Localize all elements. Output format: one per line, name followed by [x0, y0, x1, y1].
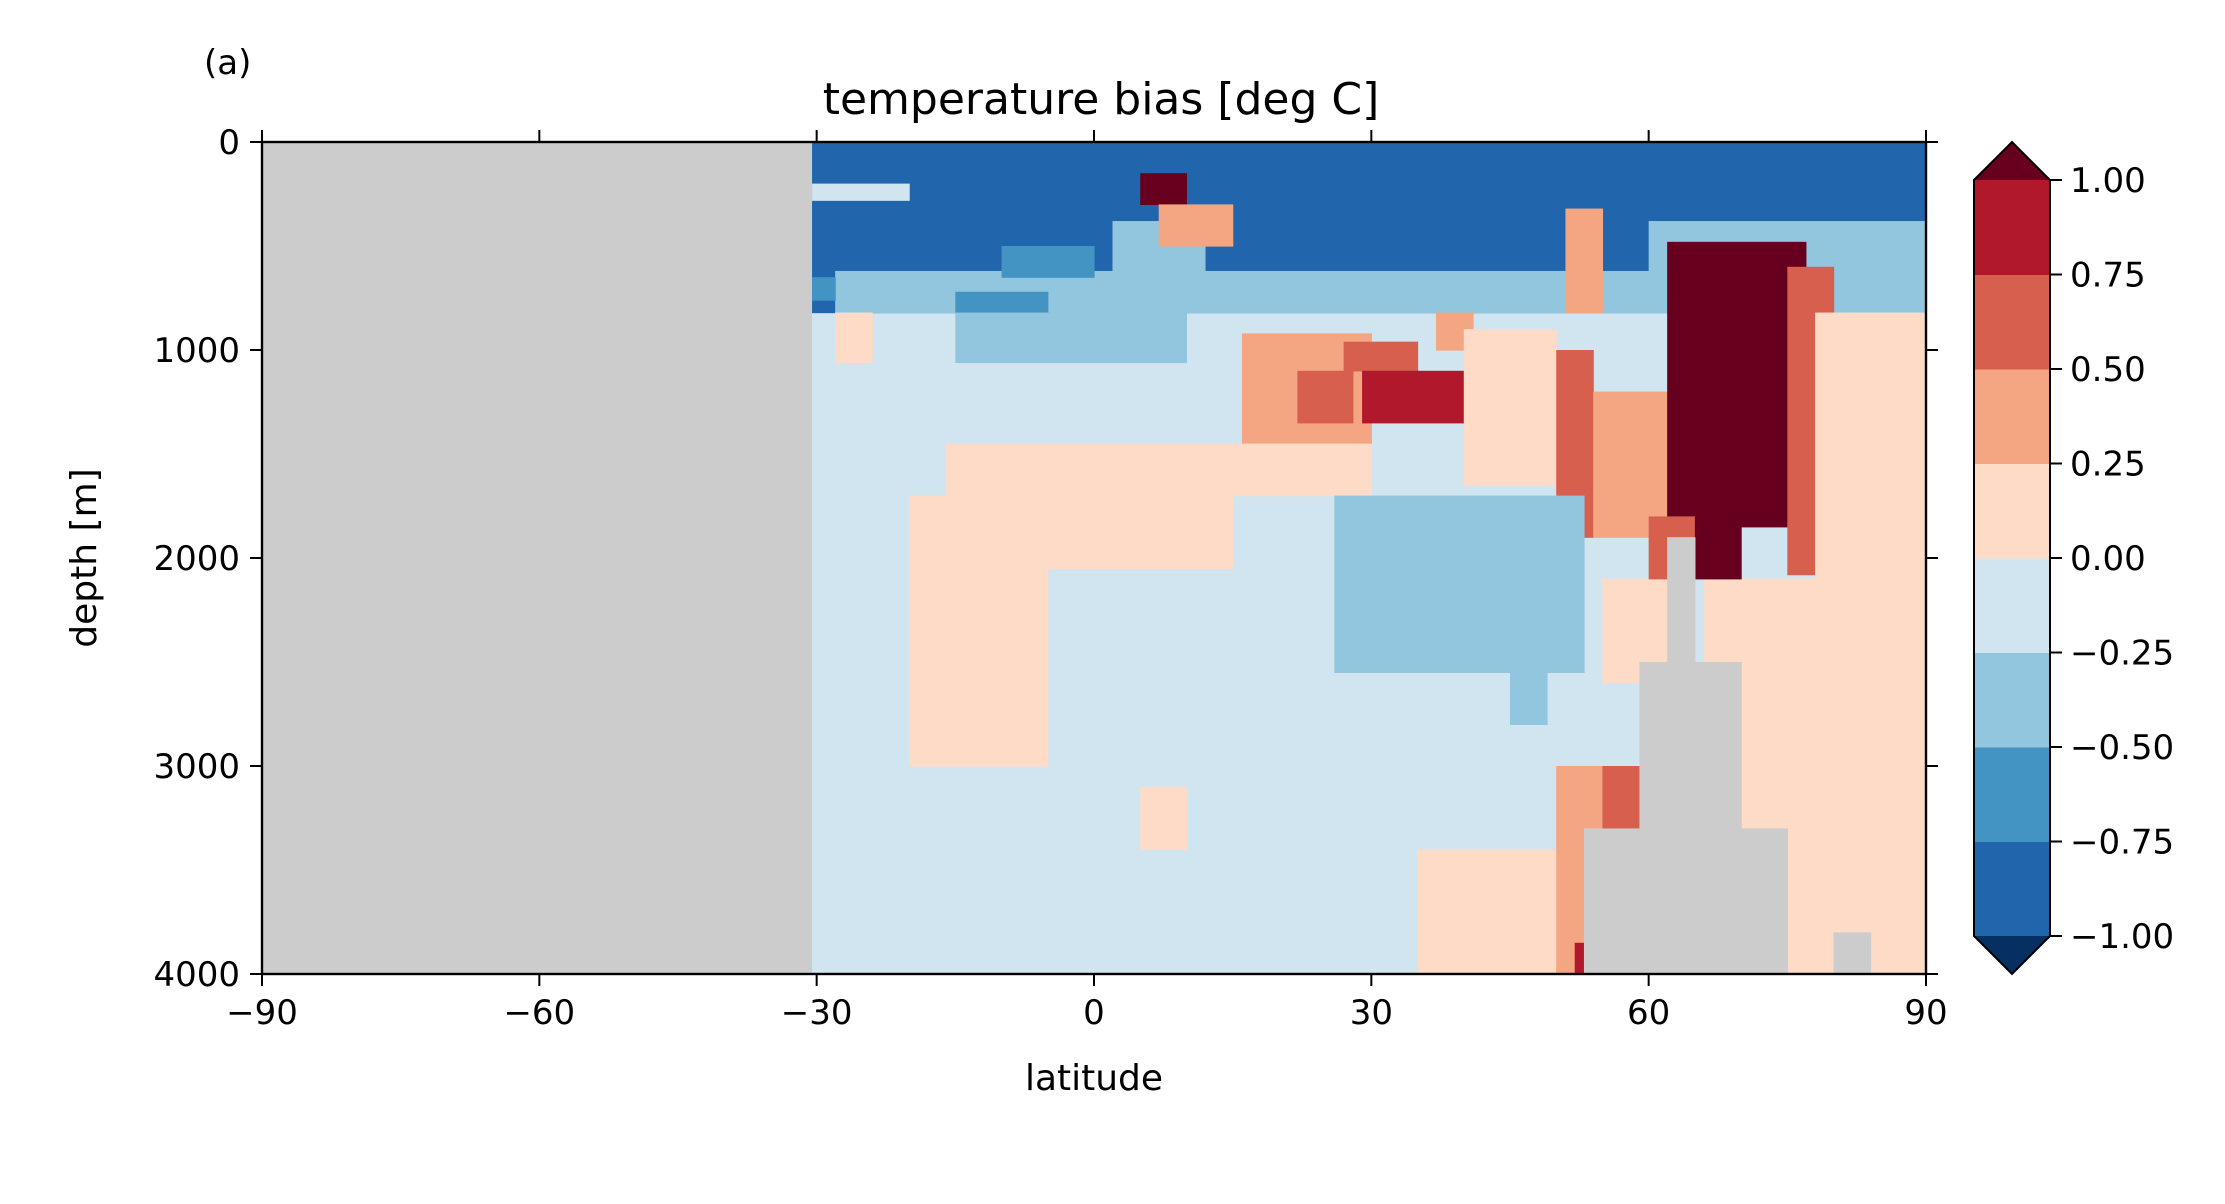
land-mask-cell [1833, 932, 1872, 974]
colorbar-tick-label: −0.75 [2070, 823, 2174, 863]
panel-label: (a) [204, 43, 251, 83]
x-tick-label: 60 [1627, 993, 1670, 1033]
y-tick-label: 4000 [153, 955, 240, 995]
x-tick-label: −30 [781, 993, 853, 1033]
bias-cell [1297, 370, 1354, 424]
colorbar-tick-label: −0.25 [2070, 634, 2174, 674]
bias-cell [1667, 241, 1807, 528]
colorbar-segment [1974, 274, 2050, 370]
bias-cell [1047, 495, 1234, 569]
plot-area [262, 142, 1926, 974]
colorbar-segment [1974, 747, 2050, 842]
colorbar-tick-label: 0.25 [2070, 445, 2146, 485]
bias-cell [812, 277, 836, 301]
colorbar-tick-label: 1.00 [2070, 161, 2146, 201]
colorbar-extend-min [1974, 936, 2050, 974]
y-tick-label: 3000 [153, 747, 240, 787]
bias-cell [909, 495, 1049, 767]
colorbar-segment [1974, 558, 2050, 653]
land-mask-cell [262, 142, 813, 974]
y-tick-label: 2000 [153, 539, 240, 579]
bias-cell [1694, 516, 1742, 580]
bias-cell [1334, 495, 1585, 673]
colorbar: −1.00 −0.75 −0.50 −0.25 0.00 0.25 0.50 0.75 1.00 [1973, 140, 2174, 976]
y-axis: 0 1000 2000 3000 4000 [153, 123, 1938, 995]
bias-cell [946, 443, 1372, 497]
colorbar-segment [1974, 652, 2050, 748]
y-axis-label: depth [m] [64, 468, 105, 647]
x-axis-label: latitude [1025, 1058, 1163, 1099]
colorbar-segment [1974, 180, 2050, 275]
colorbar-tick-label: 0.00 [2070, 539, 2146, 579]
bias-cell [835, 312, 873, 364]
x-axis: −90 −60 −30 0 30 60 90 [226, 130, 1948, 1033]
land-mask-cell [1583, 828, 1788, 974]
bias-cell [812, 183, 910, 201]
x-tick-label: 30 [1350, 993, 1393, 1033]
bias-cell [1140, 173, 1188, 205]
colorbar-tick-label: 0.75 [2070, 256, 2146, 296]
bias-cell [955, 291, 1049, 314]
bias-cell [1565, 208, 1604, 314]
bias-cell [1463, 329, 1557, 486]
bias-cell [1343, 341, 1419, 372]
colorbar-extend-max [1974, 142, 2050, 180]
x-tick-label: −60 [503, 993, 575, 1033]
bias-cell [1362, 370, 1465, 424]
y-tick-label: 0 [218, 123, 240, 163]
colorbar-tick-label: 0.50 [2070, 350, 2146, 390]
bias-cell [1510, 672, 1548, 725]
colorbar-segment [1974, 841, 2050, 937]
bias-cell [1001, 246, 1095, 278]
x-tick-label: 90 [1904, 993, 1947, 1033]
colorbar-segment [1974, 463, 2050, 559]
bias-cell [1593, 391, 1668, 538]
y-tick-label: 1000 [153, 331, 240, 371]
chart-title: temperature bias [deg C] [823, 74, 1380, 125]
colorbar-segment [1974, 369, 2050, 464]
x-tick-label: 0 [1083, 993, 1105, 1033]
x-tick-label: −90 [226, 993, 298, 1033]
colorbar-tick-label: −0.50 [2070, 728, 2174, 768]
bias-cell [1140, 786, 1188, 850]
bias-cell [955, 312, 1188, 364]
bias-cell [1158, 204, 1234, 247]
colorbar-tick-label: −1.00 [2070, 917, 2174, 957]
